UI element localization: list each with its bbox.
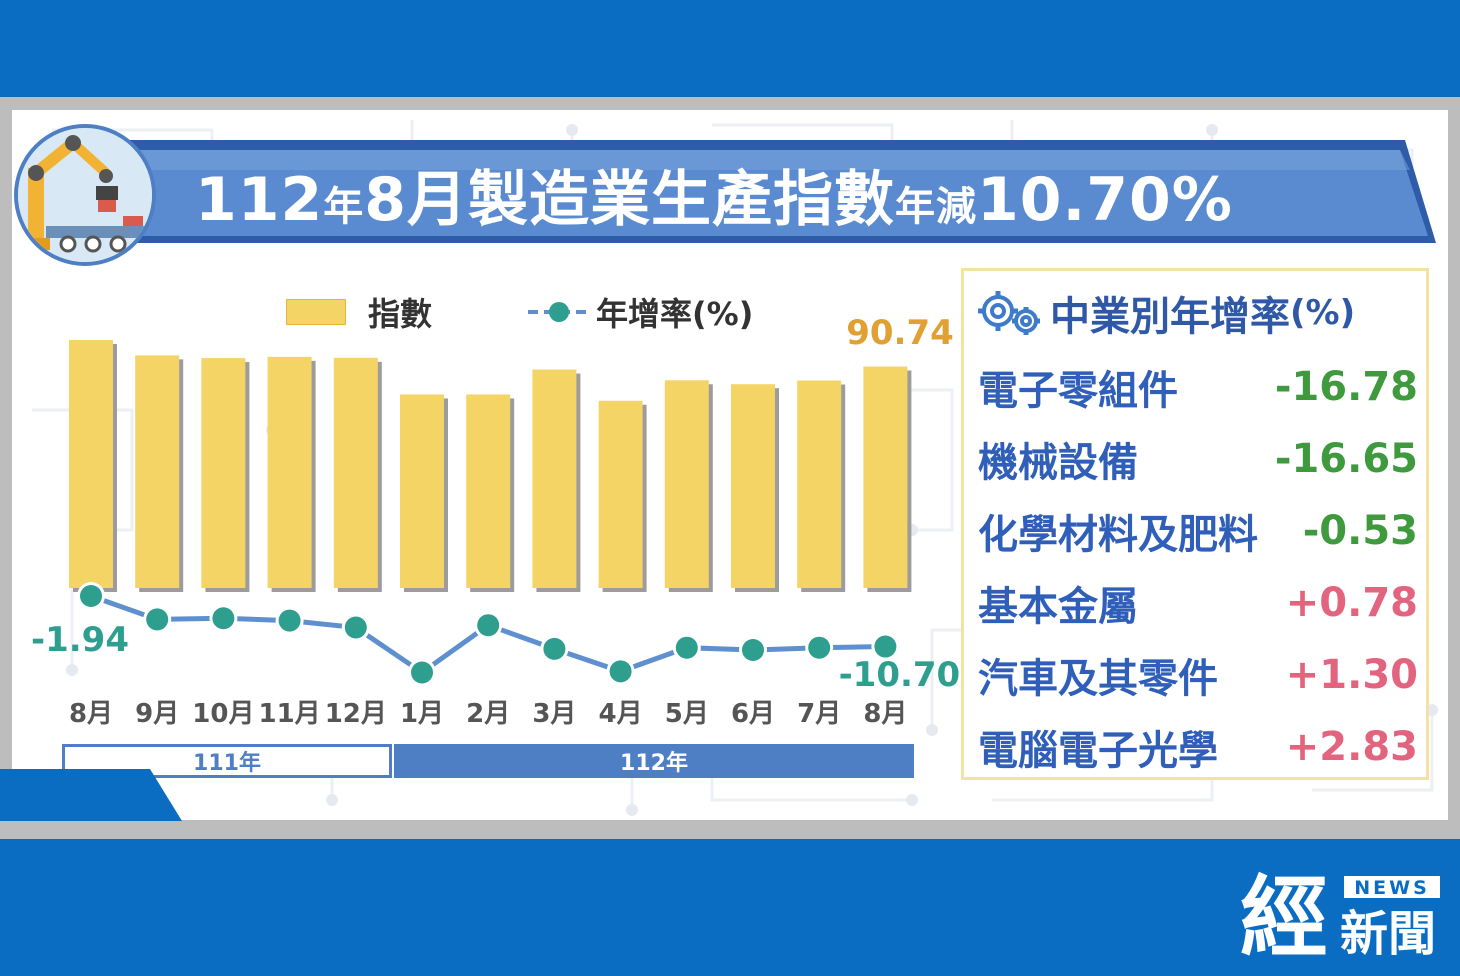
rate-marker: [146, 608, 169, 631]
bar: [797, 380, 842, 588]
x-tick-label: 8月: [69, 699, 113, 729]
watermark-small-text: 新聞: [1340, 906, 1436, 962]
first-rate-label: -1.94: [31, 620, 129, 660]
industry-row: 基本金屬 +0.78: [978, 580, 1418, 630]
x-tick-label: 7月: [797, 699, 841, 729]
x-tick-label: 9月: [135, 699, 179, 729]
bar: [863, 366, 908, 588]
x-tick-label: 11月: [259, 699, 321, 729]
rate-marker: [808, 636, 831, 659]
x-tick-label: 4月: [599, 699, 643, 729]
bar: [267, 356, 312, 588]
legend-growth: 年增率(%): [528, 292, 754, 333]
x-tick-label: 8月: [863, 699, 907, 729]
rate-marker: [278, 609, 301, 632]
news-watermark: 經 NEWS 新聞: [1240, 866, 1440, 962]
gears-icon: [978, 291, 1040, 335]
industry-row: 機械設備 -16.65: [978, 436, 1418, 486]
bar: [731, 384, 775, 588]
last-rate-label: -10.70: [839, 655, 961, 695]
bar: [201, 358, 246, 588]
bar: [598, 400, 643, 588]
bar: [333, 357, 378, 588]
bar: [466, 394, 511, 588]
industry-row: 電子零組件 -16.78: [978, 364, 1418, 414]
rate-marker: [543, 637, 566, 660]
rate-marker: [675, 636, 698, 659]
x-tick-label: 12月: [325, 699, 387, 729]
rate-marker: [742, 639, 764, 662]
chart-area: 8月 9月 10月 11月 12月 1月 2月 3月 4月 5月 6月 7月 8月 90.74 -1.94 -…: [31, 313, 961, 729]
bar: [664, 380, 709, 588]
x-tick-label: 6月: [731, 699, 775, 729]
bar: [400, 394, 444, 588]
watermark-big-char: 經: [1240, 866, 1328, 962]
watermark-badge: NEWS: [1354, 877, 1430, 899]
rate-marker: [212, 607, 235, 630]
rate-marker: [344, 616, 367, 639]
industry-row: 汽車及其零件 +1.30: [978, 652, 1418, 702]
legend-line-swatch: [528, 302, 590, 322]
page-title: 112年8月製造業生產指數年減10.70%: [195, 165, 1233, 235]
x-tick-label: 1月: [400, 699, 444, 729]
rate-marker: [609, 660, 632, 683]
x-tick-label: 5月: [665, 699, 709, 729]
last-index-label: 90.74: [846, 313, 954, 353]
corner-accent: [0, 769, 182, 821]
bar: [532, 369, 577, 588]
bar: [69, 340, 113, 588]
year-group-112: 112年: [394, 744, 914, 778]
rate-marker: [411, 661, 433, 684]
legend-index-label: 指數: [368, 295, 433, 333]
bottom-band: [0, 839, 1460, 976]
legend-growth-label: 年增率(%): [596, 295, 754, 333]
industry-growth-panel: 中業別年增率 (%) 電子零組件 -16.78 機械設備 -16.65 化學材料及…: [961, 268, 1429, 780]
x-tick-label: 10月: [192, 699, 254, 729]
legend-bar-swatch: [286, 299, 346, 325]
rate-marker: [477, 614, 500, 637]
rate-marker: [874, 635, 897, 658]
title-banner: [90, 140, 1436, 243]
x-tick-label: 2月: [466, 699, 510, 729]
industry-row: 電腦電子光學 +2.83: [978, 724, 1418, 774]
x-tick-label: 3月: [532, 699, 576, 729]
rate-marker: [80, 585, 102, 607]
industry-panel-title: 中業別年增率 (%): [974, 281, 1355, 345]
robot-arm-icon: [14, 124, 156, 266]
bar: [135, 355, 180, 588]
top-band: [0, 0, 1460, 97]
industry-row: 化學材料及肥料 -0.53: [978, 508, 1418, 558]
legend-index: 指數: [286, 292, 433, 333]
